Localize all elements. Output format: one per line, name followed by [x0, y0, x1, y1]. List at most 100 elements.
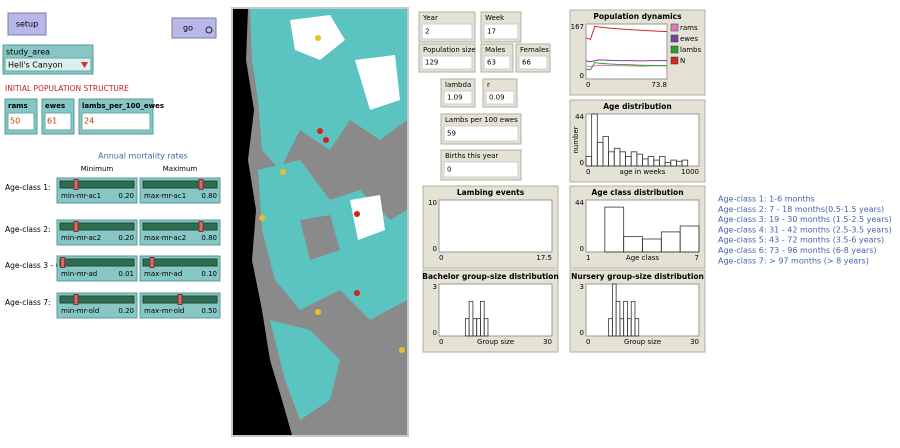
x-min-label: 0: [586, 338, 590, 346]
plot-area: [585, 283, 700, 337]
outside-area: [233, 9, 292, 435]
slider[interactable]: min-mr-ac2 0.20: [56, 219, 138, 246]
legend-label: ewes: [680, 35, 698, 43]
slider[interactable]: max-mr-ac1 0.80: [139, 177, 221, 204]
monitor: Females 66: [515, 43, 551, 73]
plot: Lambing events 10 00 17.5: [422, 185, 559, 269]
monitor: lambda 1.09: [440, 78, 476, 108]
plot: Population dynamics 167 00 73.8 rams ewes lamb…: [569, 9, 706, 96]
series-line: [585, 61, 668, 71]
age-class-note: Age-class 4: 31 - 42 months (2.5-3.5 yea…: [718, 225, 892, 234]
monitor-field: [483, 55, 511, 70]
input-box[interactable]: ewes 61: [41, 98, 75, 135]
y-min-label: 0: [433, 329, 437, 337]
button-body: [7, 12, 47, 36]
sheep-group: [354, 211, 360, 217]
legend-label: N: [680, 57, 685, 65]
monitor-label: Week: [485, 14, 505, 22]
monitor-value: 0: [447, 166, 451, 174]
sheep-group: [317, 128, 323, 134]
x-max-label: 30: [543, 338, 552, 346]
x-max-label: 7: [695, 254, 699, 262]
slider-handle: [149, 257, 155, 268]
legend-swatch: [670, 56, 679, 65]
input-field: [81, 112, 151, 131]
input-label: lambs_per_100_ewes: [82, 102, 164, 110]
y-min-label: 0: [433, 245, 437, 253]
slider[interactable]: max-mr-ac2 0.80: [139, 219, 221, 246]
button-label: setup: [16, 20, 38, 29]
plot-area: [438, 283, 553, 337]
sheep-group: [315, 35, 321, 41]
sheep-group: [280, 169, 286, 175]
row-label: Age-class 3 - 6:: [5, 261, 63, 270]
age-class-note: Age-class 3: 19 - 30 months (1.5-2.5 yea…: [718, 215, 892, 224]
input-field: [7, 112, 35, 131]
monitor: Week 17: [480, 11, 522, 43]
monitor-field: [518, 55, 548, 70]
y-min-label: 0: [580, 245, 584, 253]
monitor: Year 2: [418, 11, 476, 43]
slider-track: [142, 258, 218, 267]
input-box[interactable]: lambs_per_100_ewes 24: [78, 98, 164, 135]
button[interactable]: setup: [7, 12, 47, 36]
y-max-label: 44: [575, 199, 584, 207]
histogram-bar: [634, 318, 640, 337]
slider[interactable]: min-mr-old 0.20: [56, 292, 138, 319]
slider[interactable]: max-mr-old 0.50: [139, 292, 221, 319]
input-box[interactable]: rams 50: [4, 98, 38, 135]
slider-track: [142, 222, 218, 231]
slider[interactable]: min-mr-ac1 0.20: [56, 177, 138, 204]
slider-value: 0.20: [118, 234, 134, 242]
slider-value: 0.10: [201, 270, 217, 278]
plot-title: Bachelor group-size distribution: [422, 272, 558, 281]
open-area: [350, 195, 385, 240]
monitor-label: Year: [422, 14, 438, 22]
chooser-label: study_area: [6, 48, 50, 57]
histogram-bar: [679, 225, 700, 253]
monitor-field: [443, 161, 519, 178]
series-line: [585, 59, 667, 63]
row-label: Age-class 1:: [5, 183, 51, 192]
sheep-group: [315, 309, 321, 315]
slider[interactable]: max-mr-ad 0.10: [139, 255, 221, 282]
input-value: 24: [84, 117, 94, 126]
monitor-field: [443, 90, 473, 105]
input-field: [44, 112, 72, 131]
legend-label: rams: [680, 24, 698, 32]
plot-area: [438, 199, 553, 253]
monitor: Males 63: [480, 43, 514, 73]
histogram-bar: [591, 113, 598, 167]
monitor-label: lambda: [445, 81, 471, 89]
slider-value: 0.20: [118, 192, 134, 200]
y-min-label: 0: [580, 72, 584, 80]
slider-handle: [73, 221, 79, 232]
y-min-label: 0: [580, 159, 584, 167]
input-label: rams: [8, 102, 28, 110]
max-header: Maximum: [163, 165, 198, 173]
monitor-label: Males: [485, 46, 506, 54]
age-class-note: Age-class 6: 73 - 96 months (6-8 years): [718, 246, 877, 255]
plot-title: Nursery group-size distribution: [571, 272, 704, 281]
slider-handle: [198, 179, 204, 190]
slider-value: 0.01: [118, 270, 134, 278]
slider-value: 0.80: [201, 234, 217, 242]
slider-value: 0.50: [201, 307, 217, 315]
plot: Age class distribution 44 01 7 Age class: [569, 185, 706, 269]
slider-name: max-mr-ac1: [144, 192, 186, 200]
slider[interactable]: min-mr-ad 0.01: [56, 255, 138, 282]
terrain-patch: [300, 215, 340, 260]
plot-title: Population dynamics: [593, 12, 682, 21]
habitat: [250, 9, 407, 170]
age-class-note: Age-class 7: > 97 months (> 8 years): [718, 256, 869, 265]
chooser[interactable]: study_area Hell's Canyon: [2, 44, 94, 75]
x-axis-label: age in weeks: [620, 168, 666, 176]
button[interactable]: go: [171, 17, 217, 39]
age-class-note: Age-class 1: 1-6 months: [718, 195, 815, 204]
slider-name: max-mr-ad: [144, 270, 182, 278]
monitor-value: 0.09: [489, 94, 505, 102]
x-max-label: 73.8: [651, 81, 667, 89]
plot-title: Age distribution: [603, 102, 672, 111]
